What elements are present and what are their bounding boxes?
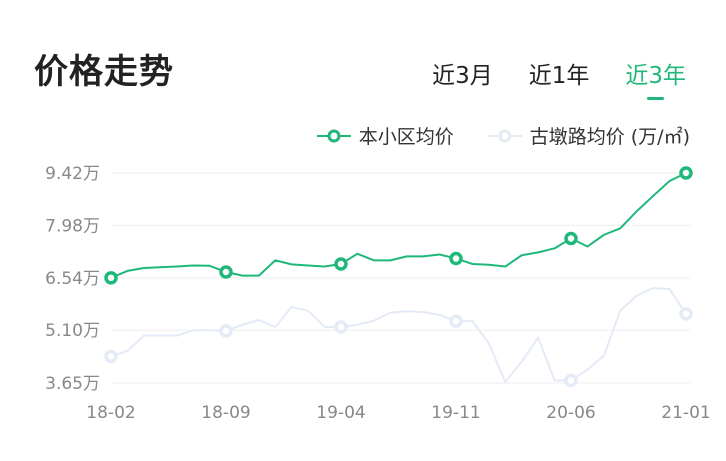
tab-1-year[interactable]: 近1年 (528, 63, 590, 89)
data-point-0 (449, 251, 463, 266)
y-tick-label: 6.54万 (45, 269, 100, 289)
data-point-1 (104, 349, 118, 364)
legend: 本小区均价 古墩路均价 (万/㎡) (316, 122, 690, 149)
x-tick-label: 18-02 (86, 403, 135, 423)
x-tick-label: 18-09 (201, 403, 250, 423)
legend-marker-icon (316, 129, 351, 142)
x-tick-label: 21-01 (661, 403, 710, 423)
legend-item-community[interactable]: 本小区均价 (316, 122, 454, 149)
data-point-0 (219, 265, 233, 279)
y-tick-label: 3.65万 (45, 374, 100, 394)
data-point-0 (564, 231, 578, 246)
x-tick-label: 19-04 (316, 403, 365, 423)
period-tabs: 近3月 近1年 近3年 (432, 56, 686, 100)
data-point-1 (679, 307, 693, 321)
legend-marker-icon (487, 129, 522, 142)
legend-label: 本小区均价 (358, 126, 454, 148)
series-line-1 (110, 287, 687, 383)
y-tick-label: 7.98万 (45, 216, 100, 236)
legend-label: 古墩路均价 (万/㎡) (529, 126, 690, 148)
y-tick-label: 9.42万 (45, 164, 100, 184)
y-tick-label: 5.10万 (45, 321, 100, 341)
x-tick-label: 19-11 (431, 403, 480, 423)
legend-item-road[interactable]: 古墩路均价 (万/㎡) (487, 122, 690, 149)
data-point-0 (104, 271, 118, 285)
data-point-1 (564, 373, 578, 388)
data-point-1 (334, 320, 348, 334)
series-line-0 (110, 172, 687, 279)
tab-3-years[interactable]: 近3年 (625, 56, 686, 100)
data-point-1 (219, 324, 233, 338)
tab-3-months[interactable]: 近3月 (432, 63, 493, 89)
x-tick-label: 20-06 (546, 403, 595, 423)
data-point-0 (334, 257, 348, 271)
page-title: 价格走势 (34, 52, 174, 92)
data-point-0 (679, 166, 693, 180)
data-point-1 (449, 314, 463, 328)
